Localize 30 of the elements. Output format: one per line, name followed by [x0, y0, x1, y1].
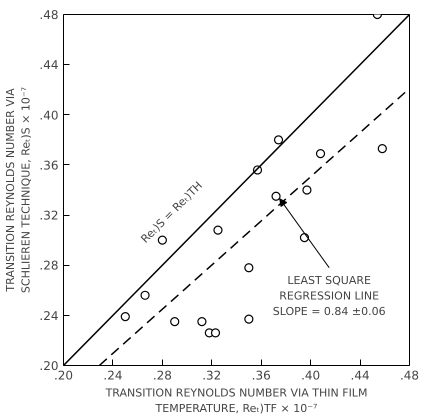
y-tick-label: .32	[39, 208, 59, 223]
annotation: LEAST SQUARE REGRESSION LINE SLOPE = 0.84 ±0.06	[272, 274, 386, 318]
point	[140, 290, 150, 300]
y-tick-label: .24	[39, 308, 59, 323]
x-tick-label: .28	[152, 368, 172, 382]
point	[210, 328, 220, 338]
x-tick-label: .48	[400, 368, 420, 382]
point	[197, 317, 206, 326]
y-tick-label: .44	[39, 58, 59, 72]
y-tick-label: .48	[39, 8, 59, 22]
x-tick-label: .44	[350, 368, 370, 382]
point	[244, 263, 254, 272]
point	[271, 192, 281, 201]
point	[120, 312, 130, 322]
y-tick-label: .36	[39, 158, 59, 172]
x-axis-title: TRANSITION REYNOLDS NUMBER VIA THIN FILM TEMPERATURE, Reₜ)TF × 10⁻⁷	[104, 386, 368, 416]
point	[170, 317, 180, 326]
y-axis-title: TRANSITION REYNOLDS NUMBER VIA SCHLIEREN TECHNIQUE, Reₜ)S × 10⁻⁷	[4, 86, 32, 294]
point	[213, 226, 223, 235]
y-tick-label: .28	[39, 258, 59, 273]
point	[244, 314, 254, 324]
point	[316, 149, 326, 158]
x-tick-label: .36	[252, 368, 271, 382]
point	[274, 135, 284, 144]
x-tick-label: .40	[301, 368, 320, 382]
point	[378, 144, 387, 154]
x-tick-label: .24	[103, 368, 122, 382]
x-tick-label: .32	[202, 368, 222, 382]
point	[302, 185, 312, 195]
y-tick-label: .40	[39, 108, 59, 122]
